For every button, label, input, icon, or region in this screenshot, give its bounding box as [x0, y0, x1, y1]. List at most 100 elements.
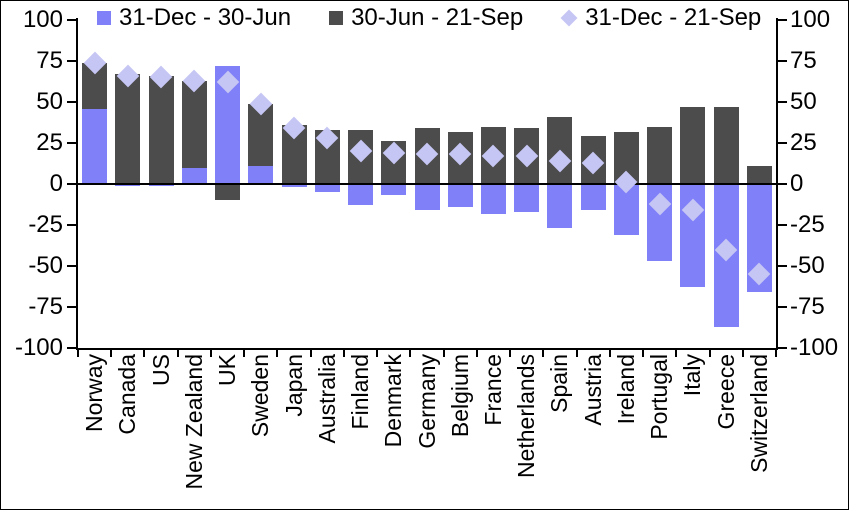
y-tick-left-25: [67, 142, 76, 144]
bar-uk-30-jun-21-sep: [215, 184, 241, 201]
x-tick-20: [741, 350, 744, 357]
y-tick-right-100: [778, 19, 787, 21]
y-tick-label-right-100: 100: [790, 6, 831, 33]
x-label-portugal: Portugal: [646, 354, 673, 440]
y-tick-right--50: [778, 265, 787, 267]
x-tick-7: [309, 350, 312, 357]
x-label-switzerland: Switzerland: [745, 354, 772, 473]
x-label-belgium: Belgium: [446, 354, 473, 438]
y-tick-label-left-50: 50: [36, 88, 63, 115]
y-tick-label-left--75: -75: [28, 293, 63, 320]
y-tick-label-right--100: -100: [790, 334, 839, 361]
x-tick-19: [708, 350, 711, 357]
y-tick-left-100: [67, 19, 76, 21]
y-tick-left-50: [67, 101, 76, 103]
y-tick-left--25: [67, 224, 76, 226]
bar-germany-31-dec-30-jun: [414, 184, 440, 211]
bar-canada-30-jun-21-sep: [115, 74, 141, 184]
x-label-spain: Spain: [546, 354, 573, 413]
bar-belgium-31-dec-30-jun: [447, 184, 473, 207]
x-label-netherlands: Netherlands: [513, 354, 540, 479]
x-label-sweden: Sweden: [247, 354, 274, 438]
x-tick-21: [775, 350, 777, 357]
bar-france-31-dec-30-jun: [480, 184, 506, 214]
x-label-new-zealand: New Zealand: [180, 354, 207, 490]
x-tick-1: [110, 350, 113, 357]
y-tick-right--75: [778, 306, 787, 308]
y-tick-label-left-25: 25: [36, 129, 63, 156]
x-label-austria: Austria: [579, 354, 606, 426]
bar-austria-31-dec-30-jun: [580, 184, 606, 211]
x-label-france: France: [479, 354, 506, 426]
x-label-us: US: [147, 354, 174, 386]
y-tick-right-75: [778, 60, 787, 62]
y-tick-label-left-75: 75: [36, 47, 63, 74]
legend-label-dec-sep: 31-Dec - 21-Sep: [585, 4, 762, 31]
y-tick-label-right-75: 75: [790, 47, 817, 74]
x-tick-9: [376, 350, 379, 357]
x-tick-14: [542, 350, 545, 357]
bar-norway-31-dec-30-jun: [82, 108, 108, 184]
y-axis-right: [776, 18, 778, 350]
bar-netherlands-31-dec-30-jun: [514, 184, 540, 212]
y-tick-left--100: [67, 347, 76, 349]
x-tick-12: [475, 350, 478, 357]
x-label-italy: Italy: [679, 354, 706, 397]
bar-portugal-30-jun-21-sep: [647, 126, 673, 184]
x-label-ireland: Ireland: [612, 354, 639, 425]
chart-legend: 31-Dec - 30-Jun 30-Jun - 21-Sep 31-Dec -…: [97, 3, 761, 33]
bar-new-zealand-30-jun-21-sep: [181, 80, 207, 168]
y-tick-left-0: [67, 183, 76, 185]
x-axis: [76, 348, 778, 350]
bar-japan-31-dec-30-jun: [281, 184, 307, 188]
x-tick-18: [675, 350, 678, 357]
y-tick-label-left-0: 0: [49, 170, 63, 197]
x-tick-10: [409, 350, 412, 357]
x-label-uk: UK: [214, 354, 241, 386]
legend-square-marker-dec-jun: [97, 11, 111, 25]
y-tick-label-right-0: 0: [790, 170, 804, 197]
y-tick-label-right--75: -75: [790, 293, 825, 320]
legend-label-jun-sep: 30-Jun - 21-Sep: [351, 4, 524, 31]
x-tick-3: [176, 350, 179, 357]
bar-denmark-31-dec-30-jun: [381, 184, 407, 196]
x-tick-11: [442, 350, 445, 357]
x-tick-15: [575, 350, 578, 357]
y-tick-label-right--50: -50: [790, 252, 825, 279]
x-label-denmark: Denmark: [380, 354, 407, 448]
x-tick-17: [642, 350, 645, 357]
bar-us-30-jun-21-sep: [148, 75, 174, 184]
legend-diamond-marker-dec-sep: [560, 9, 578, 27]
y-tick-right--100: [778, 347, 787, 349]
y-axis-left: [76, 18, 78, 350]
bar-new-zealand-31-dec-30-jun: [181, 167, 207, 184]
x-tick-8: [342, 350, 345, 357]
legend-item-jun-sep: 30-Jun - 21-Sep: [329, 3, 523, 33]
zero-line: [78, 183, 776, 185]
x-tick-16: [608, 350, 611, 357]
legend-item-dec-jun: 31-Dec - 30-Jun: [97, 3, 291, 33]
x-label-japan: Japan: [280, 354, 307, 417]
x-tick-4: [209, 350, 212, 357]
x-label-norway: Norway: [81, 354, 108, 432]
y-tick-label-left--25: -25: [28, 211, 63, 238]
y-tick-left-75: [67, 60, 76, 62]
y-tick-right-25: [778, 142, 787, 144]
y-tick-left--50: [67, 265, 76, 267]
bar-sweden-31-dec-30-jun: [248, 165, 274, 184]
legend-label-dec-jun: 31-Dec - 30-Jun: [119, 4, 292, 31]
x-label-canada: Canada: [114, 354, 141, 435]
bar-greece-30-jun-21-sep: [713, 106, 739, 184]
y-tick-label-left--100: -100: [14, 334, 63, 361]
y-tick-right-50: [778, 101, 787, 103]
bar-italy-30-jun-21-sep: [680, 106, 706, 184]
y-tick-label-right--25: -25: [790, 211, 825, 238]
bar-switzerland-30-jun-21-sep: [746, 165, 772, 184]
y-tick-label-left-100: 100: [22, 6, 63, 33]
x-label-germany: Germany: [413, 354, 440, 449]
y-tick-left--75: [67, 306, 76, 308]
x-tick-13: [509, 350, 512, 357]
x-label-greece: Greece: [712, 354, 739, 430]
bar-australia-31-dec-30-jun: [314, 184, 340, 193]
